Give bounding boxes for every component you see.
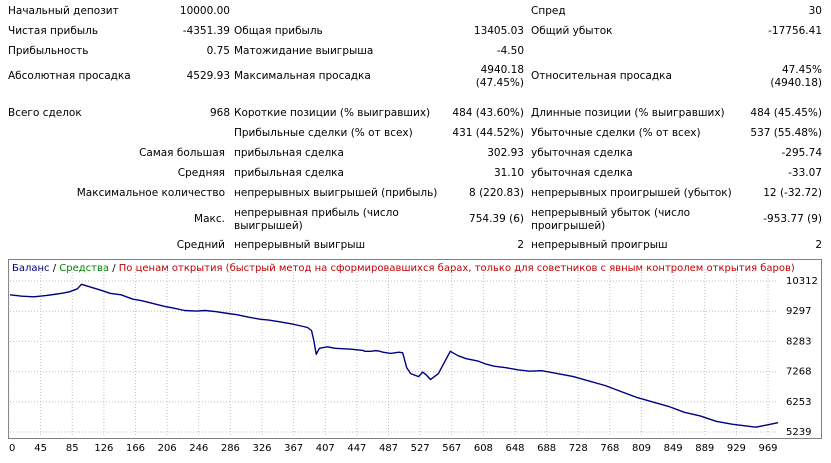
rel-drawdown-value: (4940.18) bbox=[770, 77, 822, 89]
balance-chart-frame bbox=[8, 259, 822, 439]
x-tick-label: 367 bbox=[284, 443, 303, 454]
legend-separator: / bbox=[49, 263, 60, 274]
expected-payoff-label: Матожидание выигрыша bbox=[234, 45, 374, 57]
loss-trades-value: 537 (55.48%) bbox=[750, 127, 822, 139]
max-drawdown-percent: (47.45%) bbox=[475, 77, 524, 89]
net-profit-value: -4351.39 bbox=[182, 25, 230, 37]
max-consec-wins-value: 8 (220.83) bbox=[469, 187, 524, 199]
chart-x-ticks: 0 45 85 126 166 206 246 286 326 367 407 447 487 527 56… bbox=[9, 443, 778, 454]
largest-profit-value: 302.93 bbox=[487, 147, 524, 159]
x-tick-label: 447 bbox=[347, 443, 366, 454]
profit-factor-label: Прибыльность bbox=[8, 45, 89, 57]
gross-loss-label: Общий убыток bbox=[531, 25, 613, 37]
largest-profit-label: прибыльная сделка bbox=[234, 147, 344, 159]
x-tick-label: 407 bbox=[316, 443, 335, 454]
gross-loss-value: -17756.41 bbox=[768, 25, 822, 37]
x-tick-label: 929 bbox=[727, 443, 746, 454]
x-tick-label: 126 bbox=[94, 443, 113, 454]
x-tick-label: 969 bbox=[758, 443, 777, 454]
legend-equity: Средства bbox=[59, 263, 110, 274]
expected-payoff-value: -4.50 bbox=[496, 45, 524, 57]
avg-consec-wins-label: непрерывный выигрыш bbox=[234, 239, 366, 251]
average-loss-label: убыточная сделка bbox=[531, 167, 633, 179]
chart-legend: Баланс / Средства / По ценам открытия (б… bbox=[12, 263, 795, 275]
x-tick-label: 286 bbox=[221, 443, 240, 454]
legend-separator: / bbox=[109, 263, 119, 274]
max-count-label: Максимальное количество bbox=[76, 187, 225, 199]
abs-drawdown-value: 4529.93 bbox=[186, 70, 230, 82]
max-consec-losses-value: 12 (-32.72) bbox=[763, 187, 822, 199]
average-label: Средняя bbox=[177, 167, 225, 179]
max-consec-profit-label: непрерывная прибыль (число выигрышей) bbox=[234, 207, 399, 232]
loss-trades-label: Убыточные сделки (% от всех) bbox=[531, 127, 701, 139]
max-drawdown-label: Максимальная просадка bbox=[234, 70, 371, 82]
x-tick-label: 768 bbox=[600, 443, 619, 454]
long-positions-value: 484 (45.45%) bbox=[750, 107, 822, 119]
average-loss-value: -33.07 bbox=[788, 167, 822, 179]
x-tick-label: 849 bbox=[664, 443, 683, 454]
x-tick-label: 246 bbox=[189, 443, 208, 454]
spread-label: Спред bbox=[531, 5, 566, 17]
profit-trades-label: Прибыльные сделки (% от всех) bbox=[234, 127, 413, 139]
net-profit-label: Чистая прибыль bbox=[8, 25, 99, 37]
max-consec-wins-label: непрерывных выигрышей (прибыль) bbox=[234, 187, 438, 199]
x-tick-label: 889 bbox=[695, 443, 714, 454]
avg-consec-losses-value: 2 bbox=[815, 239, 822, 251]
max-drawdown-value: 4940.18 bbox=[480, 64, 524, 76]
largest-loss-label: убыточная сделка bbox=[531, 147, 633, 159]
x-tick-label: 206 bbox=[158, 443, 177, 454]
avg-label: Средний bbox=[176, 239, 225, 251]
profit-factor-value: 0.75 bbox=[206, 45, 230, 57]
report-stats-table: Начальный депозит 10000.00 Спред 30 Чист… bbox=[8, 5, 822, 251]
gross-profit-value: 13405.03 bbox=[473, 25, 524, 37]
initial-deposit-value: 10000.00 bbox=[179, 5, 230, 17]
max-consec-loss-label: непрерывный убыток (число проигрышей) bbox=[531, 207, 691, 232]
max-consec-loss-value: -953.77 (9) bbox=[763, 213, 822, 225]
short-positions-value: 484 (43.60%) bbox=[452, 107, 524, 119]
spread-value: 30 bbox=[808, 5, 822, 17]
x-tick-label: 608 bbox=[474, 443, 493, 454]
initial-deposit-label: Начальный депозит bbox=[8, 5, 119, 17]
total-trades-value: 968 bbox=[209, 107, 230, 119]
average-profit-value: 31.10 bbox=[493, 167, 524, 179]
legend-balance: Баланс bbox=[12, 263, 50, 274]
x-tick-label: 45 bbox=[34, 443, 47, 454]
avg-consec-losses-label: непрерывный проигрыш bbox=[531, 239, 668, 251]
x-tick-label: 688 bbox=[537, 443, 556, 454]
largest-label: Самая большая bbox=[139, 147, 225, 159]
max-consec-profit-value: 754.39 (6) bbox=[469, 213, 524, 225]
x-tick-label: 567 bbox=[442, 443, 461, 454]
x-tick-label: 326 bbox=[252, 443, 271, 454]
x-tick-label: 648 bbox=[505, 443, 524, 454]
x-tick-label: 487 bbox=[379, 443, 398, 454]
profit-trades-value: 431 (44.52%) bbox=[452, 127, 524, 139]
abs-drawdown-label: Абсолютная просадка bbox=[8, 70, 131, 82]
x-tick-label: 527 bbox=[411, 443, 430, 454]
max-consec-losses-label: непрерывных проигрышей (убыток) bbox=[531, 187, 732, 199]
rel-drawdown-label: Относительная просадка bbox=[531, 70, 672, 82]
largest-loss-value: -295.74 bbox=[781, 147, 822, 159]
x-tick-label: 166 bbox=[126, 443, 145, 454]
long-positions-label: Длинные позиции (% выигравших) bbox=[531, 107, 725, 119]
short-positions-label: Короткие позиции (% выигравших) bbox=[234, 107, 431, 119]
gross-profit-label: Общая прибыль bbox=[234, 25, 323, 37]
rel-drawdown-percent: 47.45% bbox=[781, 64, 822, 76]
max-label: Макс. bbox=[194, 213, 225, 225]
x-tick-label: 728 bbox=[569, 443, 588, 454]
x-tick-label: 809 bbox=[632, 443, 651, 454]
avg-consec-wins-value: 2 bbox=[517, 239, 524, 251]
legend-test-mode-note: По ценам открытия (быстрый метод на сфор… bbox=[118, 263, 795, 274]
x-tick-label: 85 bbox=[66, 443, 79, 454]
average-profit-label: прибыльная сделка bbox=[234, 167, 344, 179]
total-trades-label: Всего сделок bbox=[8, 107, 82, 119]
x-tick-label: 0 bbox=[9, 443, 15, 454]
